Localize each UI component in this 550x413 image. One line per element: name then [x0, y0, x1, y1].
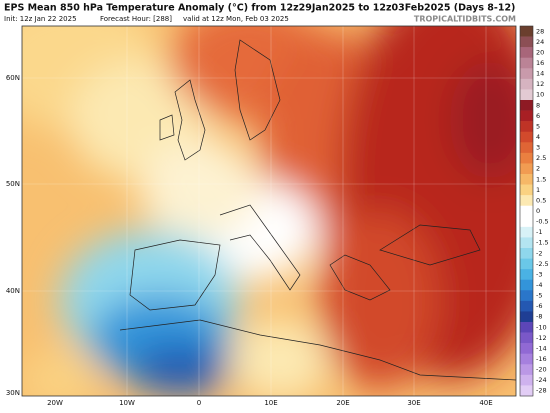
watermark: TROPICALTIDBITS.COM	[414, 15, 516, 24]
colorbar-label: -8	[536, 313, 542, 321]
colorbar-swatch	[520, 100, 533, 111]
colorbar-label: -5	[536, 292, 542, 300]
colorbar-swatch	[520, 279, 533, 291]
colorbar-label: -1.5	[536, 239, 549, 247]
lon-label: 20E	[336, 399, 349, 407]
colorbar-swatch	[520, 131, 533, 143]
lon-label: 20W	[47, 399, 63, 407]
colorbar-label: 24	[536, 38, 544, 46]
colorbar-swatch	[520, 195, 533, 207]
colorbar-label: 1.5	[536, 175, 546, 183]
colorbar-frame	[519, 25, 534, 397]
colorbar-swatch	[520, 374, 533, 386]
colorbar-label: 4	[536, 133, 540, 141]
colorbar-label: 20	[536, 48, 544, 56]
colorbar-swatch	[520, 163, 533, 175]
colorbar-swatch	[520, 322, 533, 333]
colorbar-swatch	[520, 269, 533, 281]
colorbar-swatch	[520, 290, 533, 302]
colorbar-label: -0.5	[536, 218, 549, 226]
colorbar-swatch	[520, 364, 533, 376]
lat-label: 30N	[6, 389, 20, 397]
lon-label: 40E	[479, 399, 492, 407]
colorbar-swatch	[520, 57, 533, 69]
colorbar-label: -10	[536, 323, 547, 331]
valid-time: valid at 12z Mon, Feb 03 2025	[183, 15, 289, 23]
colorbar-label: -1	[536, 228, 542, 236]
colorbar-swatch	[520, 89, 533, 101]
forecast-hour: Forecast Hour: [288]	[100, 15, 172, 23]
lat-label: 60N	[6, 74, 20, 82]
colorbar-swatch	[520, 36, 533, 48]
colorbar-label: -24	[536, 376, 547, 384]
colorbar-label: 28	[536, 27, 544, 35]
colorbar-label: 0	[536, 207, 540, 215]
colorbar-label: 10	[536, 91, 544, 99]
colorbar-label: -2	[536, 249, 542, 257]
colorbar-swatch	[520, 343, 533, 355]
title: EPS Mean 850 hPa Temperature Anomaly (°C…	[4, 3, 515, 14]
map-frame	[21, 25, 517, 397]
colorbar-swatch	[520, 121, 533, 133]
colorbar-label: 8	[536, 101, 540, 109]
colorbar-label: 3	[536, 144, 540, 152]
init: Init: 12z Jan 22 2025	[4, 15, 77, 23]
colorbar-swatch	[520, 184, 533, 196]
colorbar-label: -16	[536, 355, 547, 363]
colorbar-swatch	[520, 332, 533, 344]
colorbar-label: 16	[536, 59, 544, 67]
colorbar-label: -14	[536, 344, 547, 352]
colorbar-swatch	[520, 216, 533, 228]
colorbar-label: 14	[536, 70, 544, 78]
lon-label: 10E	[264, 399, 277, 407]
colorbar-label: -12	[536, 334, 547, 342]
colorbar-label: 2	[536, 165, 540, 173]
lon-label: 10W	[119, 399, 135, 407]
lon-label: 30E	[407, 399, 420, 407]
colorbar-label: -6	[536, 302, 542, 310]
colorbar-label: 6	[536, 112, 540, 120]
colorbar-swatch	[520, 311, 533, 323]
colorbar-label: -28	[536, 387, 547, 395]
colorbar-label: -20	[536, 366, 547, 374]
lon-label: 0	[197, 399, 201, 407]
colorbar-swatch	[520, 353, 533, 365]
colorbar-label: -2.5	[536, 260, 549, 268]
colorbar-label: 2.5	[536, 154, 546, 162]
colorbar-swatch	[520, 110, 533, 122]
colorbar-swatch	[520, 226, 533, 238]
colorbar-swatch	[520, 300, 533, 312]
colorbar-swatch	[520, 248, 533, 259]
colorbar-swatch	[520, 142, 533, 154]
colorbar-swatch	[520, 78, 533, 90]
colorbar-label: -4	[536, 281, 542, 289]
colorbar-swatch	[520, 237, 533, 249]
colorbar-swatch	[520, 258, 533, 270]
colorbar-label: -3	[536, 270, 542, 278]
colorbar-label: 12	[536, 80, 544, 88]
colorbar-swatch	[520, 68, 533, 80]
lat-label: 50N	[6, 180, 20, 188]
colorbar-swatch	[520, 174, 533, 185]
colorbar-swatch	[520, 205, 533, 217]
colorbar-swatch	[520, 26, 533, 37]
colorbar-label: 5	[536, 122, 540, 130]
colorbar-label: 0.5	[536, 196, 546, 204]
colorbar-label: 1	[536, 186, 540, 194]
colorbar-swatch	[520, 152, 533, 164]
colorbar-swatch	[520, 47, 533, 59]
colorbar-swatch	[520, 385, 533, 397]
lat-label: 40N	[6, 287, 20, 295]
